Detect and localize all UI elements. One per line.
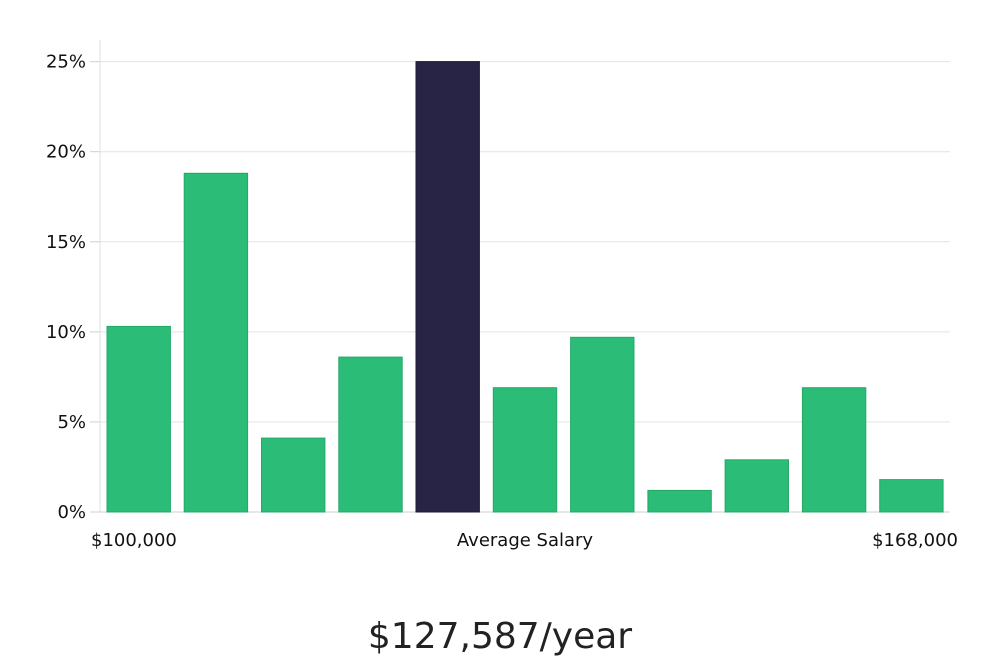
y-tick-label: 20% <box>46 142 86 163</box>
bar-4[interactable] <box>338 356 403 513</box>
bar-3[interactable] <box>261 437 326 513</box>
y-tick-label: 15% <box>46 232 86 253</box>
y-tick-label: 10% <box>46 322 86 343</box>
bar-average-highlight[interactable] <box>415 61 480 513</box>
x-max-label: $168,000 <box>872 530 958 551</box>
bar-10[interactable] <box>801 387 867 513</box>
bars <box>106 61 944 513</box>
y-tick-labels: 0% 5% 10% 15% 20% 25% <box>46 52 100 523</box>
bar-6[interactable] <box>492 387 558 513</box>
x-axis-title: Average Salary <box>457 530 594 551</box>
bar-7[interactable] <box>570 336 635 513</box>
y-tick-label: 5% <box>57 412 86 433</box>
bar-11[interactable] <box>879 479 944 513</box>
y-tick-label: 0% <box>57 502 86 523</box>
bar-2[interactable] <box>183 172 249 513</box>
bar-8[interactable] <box>647 489 712 513</box>
bar-1[interactable] <box>106 325 171 513</box>
average-salary-value: $127,587/year <box>368 616 632 657</box>
x-min-label: $100,000 <box>91 530 177 551</box>
y-tick-label: 25% <box>46 52 86 73</box>
bar-9[interactable] <box>724 459 789 513</box>
